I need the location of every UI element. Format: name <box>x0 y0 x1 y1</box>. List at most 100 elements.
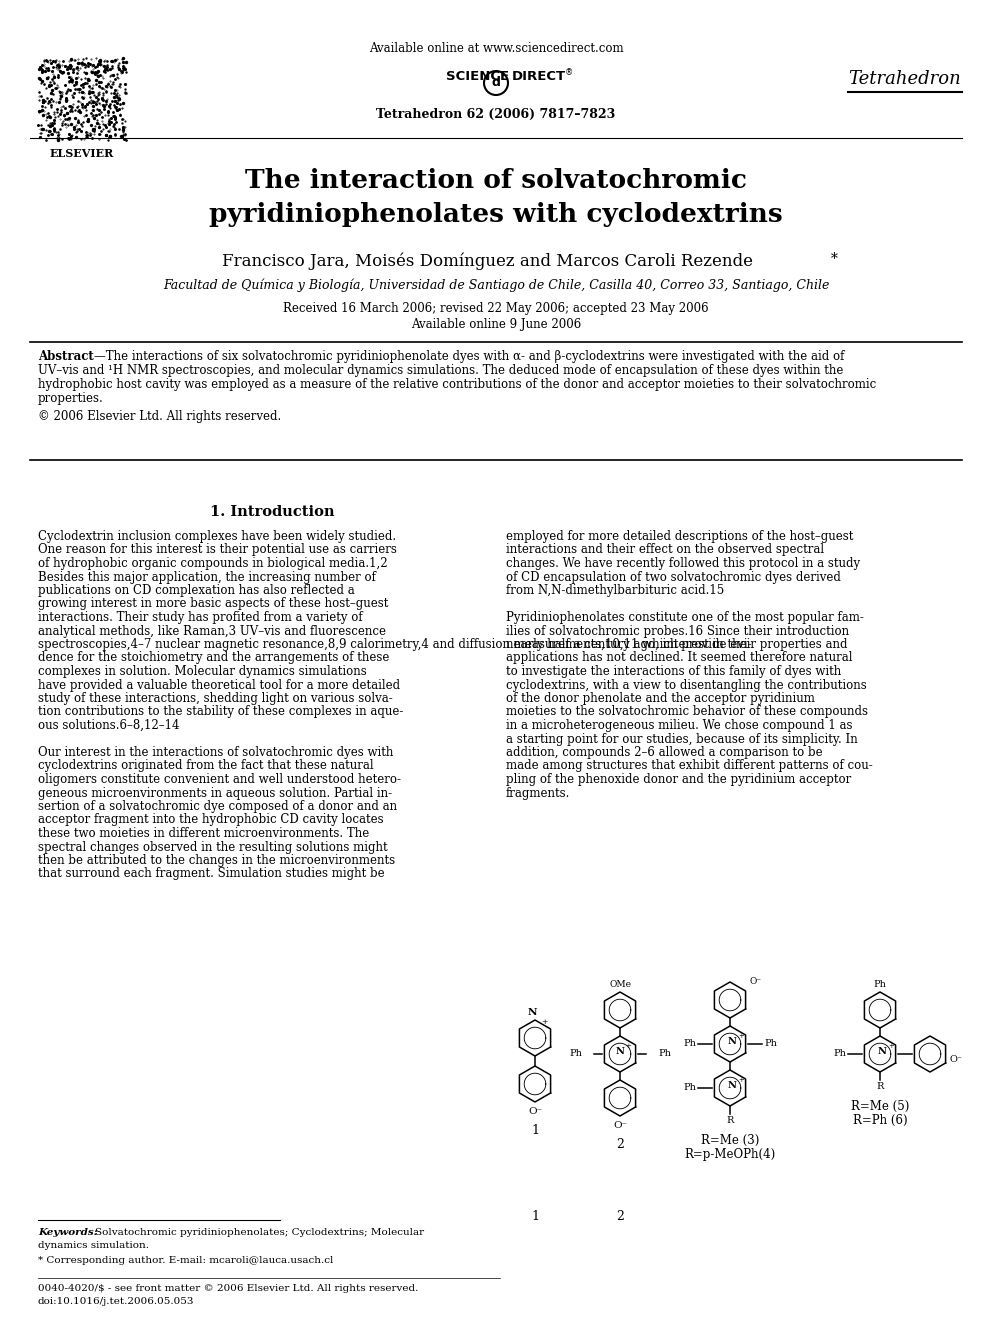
Text: doi:10.1016/j.tet.2006.05.053: doi:10.1016/j.tet.2006.05.053 <box>38 1297 194 1306</box>
Text: in a microheterogeneous milieu. We chose compound 1 as: in a microheterogeneous milieu. We chose… <box>506 718 852 732</box>
Text: +: + <box>888 1043 894 1050</box>
Text: Ph: Ph <box>658 1049 671 1058</box>
Text: Our interest in the interactions of solvatochromic dyes with: Our interest in the interactions of solv… <box>38 746 394 759</box>
Text: The interaction of solvatochromic: The interaction of solvatochromic <box>245 168 747 193</box>
Text: Ph: Ph <box>764 1040 777 1049</box>
Text: d: d <box>492 77 500 90</box>
Text: Ph: Ph <box>833 1049 846 1058</box>
Text: changes. We have recently followed this protocol in a study: changes. We have recently followed this … <box>506 557 860 570</box>
Text: of the donor phenolate and the acceptor pyridinium: of the donor phenolate and the acceptor … <box>506 692 814 705</box>
Text: from N,N-dimethylbarbituric acid.15: from N,N-dimethylbarbituric acid.15 <box>506 583 724 597</box>
Text: 1: 1 <box>531 1125 539 1136</box>
Text: interactions. Their study has profited from a variety of: interactions. Their study has profited f… <box>38 611 363 624</box>
Text: 1: 1 <box>531 1211 539 1222</box>
Text: Solvatochromic pyridiniophenolates; Cyclodextrins; Molecular: Solvatochromic pyridiniophenolates; Cycl… <box>95 1228 425 1237</box>
Text: interactions and their effect on the observed spectral: interactions and their effect on the obs… <box>506 544 824 557</box>
Text: moieties to the solvatochromic behavior of these compounds: moieties to the solvatochromic behavior … <box>506 705 868 718</box>
Text: Ph: Ph <box>874 980 887 990</box>
Text: sertion of a solvatochromic dye composed of a donor and an: sertion of a solvatochromic dye composed… <box>38 800 397 814</box>
Text: addition, compounds 2–6 allowed a comparison to be: addition, compounds 2–6 allowed a compar… <box>506 746 822 759</box>
Text: Tetrahedron: Tetrahedron <box>848 70 961 89</box>
Text: of CD encapsulation of two solvatochromic dyes derived: of CD encapsulation of two solvatochromi… <box>506 570 841 583</box>
Text: +: + <box>738 1076 744 1084</box>
Text: ilies of solvatochromic probes.16 Since their introduction: ilies of solvatochromic probes.16 Since … <box>506 624 849 638</box>
Text: +: + <box>625 1043 631 1050</box>
Text: nearly half a century ago, interest in their properties and: nearly half a century ago, interest in t… <box>506 638 847 651</box>
Text: R: R <box>726 1117 734 1125</box>
Text: Ph: Ph <box>683 1040 696 1049</box>
Text: Besides this major application, the increasing number of: Besides this major application, the incr… <box>38 570 376 583</box>
Text: 1. Introduction: 1. Introduction <box>209 505 334 519</box>
Text: N: N <box>528 1008 537 1017</box>
Text: Pyridiniophenolates constitute one of the most popular fam-: Pyridiniophenolates constitute one of th… <box>506 611 864 624</box>
Text: spectral changes observed in the resulting solutions might: spectral changes observed in the resulti… <box>38 840 388 853</box>
Text: have provided a valuable theoretical tool for a more detailed: have provided a valuable theoretical too… <box>38 679 400 692</box>
Text: geneous microenvironments in aqueous solution. Partial in-: geneous microenvironments in aqueous sol… <box>38 786 392 799</box>
Text: Francisco Jara, Moisés Domínguez and Marcos Caroli Rezende: Francisco Jara, Moisés Domínguez and Mar… <box>222 251 754 270</box>
Text: * Corresponding author. E-mail: mcaroli@lauca.usach.cl: * Corresponding author. E-mail: mcaroli@… <box>38 1256 333 1265</box>
Text: 2: 2 <box>616 1211 624 1222</box>
Text: Ph: Ph <box>683 1084 696 1093</box>
Text: publications on CD complexation has also reflected a: publications on CD complexation has also… <box>38 583 355 597</box>
Text: tion contributions to the stability of these complexes in aque-: tion contributions to the stability of t… <box>38 705 404 718</box>
Text: analytical methods, like Raman,3 UV–vis and fluorescence: analytical methods, like Raman,3 UV–vis … <box>38 624 386 638</box>
Text: fragments.: fragments. <box>506 786 570 799</box>
Text: properties.: properties. <box>38 392 104 405</box>
Text: N: N <box>616 1046 624 1056</box>
Text: cyclodextrins originated from the fact that these natural: cyclodextrins originated from the fact t… <box>38 759 374 773</box>
Text: Keywords:: Keywords: <box>38 1228 97 1237</box>
Text: Ph: Ph <box>569 1049 582 1058</box>
Text: *: * <box>831 251 838 266</box>
Text: these two moieties in different microenvironments. The: these two moieties in different microenv… <box>38 827 369 840</box>
Text: One reason for this interest is their potential use as carriers: One reason for this interest is their po… <box>38 544 397 557</box>
Text: growing interest in more basic aspects of these host–guest: growing interest in more basic aspects o… <box>38 598 389 610</box>
Text: a starting point for our studies, because of its simplicity. In: a starting point for our studies, becaus… <box>506 733 858 745</box>
Text: O⁻: O⁻ <box>528 1107 542 1117</box>
Text: R: R <box>876 1082 884 1091</box>
Text: 0040-4020/$ - see front matter © 2006 Elsevier Ltd. All rights reserved.: 0040-4020/$ - see front matter © 2006 El… <box>38 1285 419 1293</box>
Text: study of these interactions, shedding light on various solva-: study of these interactions, shedding li… <box>38 692 393 705</box>
Text: +: + <box>541 1017 548 1027</box>
Text: dynamics simulation.: dynamics simulation. <box>38 1241 149 1250</box>
Text: Facultad de Química y Biología, Universidad de Santiago de Chile, Casilla 40, Co: Facultad de Química y Biología, Universi… <box>163 279 829 292</box>
Text: Cyclodextrin inclusion complexes have been widely studied.: Cyclodextrin inclusion complexes have be… <box>38 531 396 542</box>
Text: made among structures that exhibit different patterns of cou-: made among structures that exhibit diffe… <box>506 759 873 773</box>
Text: SCIENCE: SCIENCE <box>446 70 509 83</box>
Text: employed for more detailed descriptions of the host–guest: employed for more detailed descriptions … <box>506 531 853 542</box>
Text: ous solutions.6–8,12–14: ous solutions.6–8,12–14 <box>38 718 180 732</box>
Text: O⁻: O⁻ <box>750 978 762 987</box>
Text: cyclodextrins, with a view to disentangling the contributions: cyclodextrins, with a view to disentangl… <box>506 679 867 692</box>
Text: pling of the phenoxide donor and the pyridinium acceptor: pling of the phenoxide donor and the pyr… <box>506 773 851 786</box>
Text: hydrophobic host cavity was employed as a measure of the relative contributions : hydrophobic host cavity was employed as … <box>38 378 876 392</box>
Text: N: N <box>727 1036 736 1045</box>
Text: then be attributed to the changes in the microenvironments: then be attributed to the changes in the… <box>38 855 395 867</box>
Text: N: N <box>878 1046 887 1056</box>
Text: pyridiniophenolates with cyclodextrins: pyridiniophenolates with cyclodextrins <box>209 202 783 228</box>
Text: R=Me (5): R=Me (5) <box>851 1099 910 1113</box>
Text: to investigate the interactions of this family of dyes with: to investigate the interactions of this … <box>506 665 841 677</box>
Text: Tetrahedron 62 (2006) 7817–7823: Tetrahedron 62 (2006) 7817–7823 <box>376 108 616 120</box>
Text: O⁻: O⁻ <box>613 1121 627 1130</box>
Text: R=Ph (6): R=Ph (6) <box>853 1114 908 1127</box>
Text: O⁻: O⁻ <box>950 1054 963 1064</box>
Text: Available online 9 June 2006: Available online 9 June 2006 <box>411 318 581 331</box>
Text: applications has not declined. It seemed therefore natural: applications has not declined. It seemed… <box>506 651 852 664</box>
Text: Available online at www.sciencedirect.com: Available online at www.sciencedirect.co… <box>369 42 623 56</box>
Text: dence for the stoichiometry and the arrangements of these: dence for the stoichiometry and the arra… <box>38 651 390 664</box>
Text: ®: ® <box>565 67 573 77</box>
Text: oligomers constitute convenient and well understood hetero-: oligomers constitute convenient and well… <box>38 773 401 786</box>
Text: R=p-MeOPh(4): R=p-MeOPh(4) <box>684 1148 776 1162</box>
Text: —The interactions of six solvatochromic pyridiniophenolate dyes with α- and β-cy: —The interactions of six solvatochromic … <box>94 351 844 363</box>
Text: 2: 2 <box>616 1138 624 1151</box>
Text: complexes in solution. Molecular dynamics simulations: complexes in solution. Molecular dynamic… <box>38 665 367 677</box>
Text: of hydrophobic organic compounds in biological media.1,2: of hydrophobic organic compounds in biol… <box>38 557 388 570</box>
Text: Received 16 March 2006; revised 22 May 2006; accepted 23 May 2006: Received 16 March 2006; revised 22 May 2… <box>283 302 709 315</box>
Text: ELSEVIER: ELSEVIER <box>50 148 114 159</box>
Text: DIRECT: DIRECT <box>512 70 566 83</box>
Text: UV–vis and ¹H NMR spectroscopies, and molecular dynamics simulations. The deduce: UV–vis and ¹H NMR spectroscopies, and mo… <box>38 364 843 377</box>
Text: that surround each fragment. Simulation studies might be: that surround each fragment. Simulation … <box>38 868 385 881</box>
Text: OMe: OMe <box>609 980 631 990</box>
Text: N: N <box>727 1081 736 1090</box>
Text: © 2006 Elsevier Ltd. All rights reserved.: © 2006 Elsevier Ltd. All rights reserved… <box>38 410 282 423</box>
Text: acceptor fragment into the hydrophobic CD cavity locates: acceptor fragment into the hydrophobic C… <box>38 814 384 827</box>
